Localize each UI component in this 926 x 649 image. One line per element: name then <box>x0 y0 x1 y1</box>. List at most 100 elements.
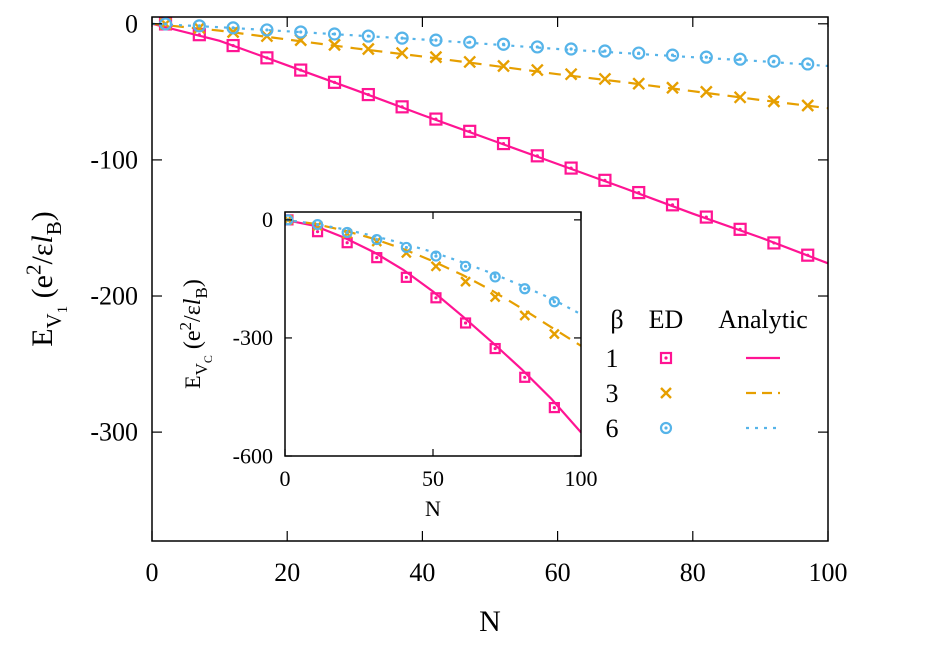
ed-point-beta-1-box <box>400 271 412 283</box>
inset-plot: 0 50 100 0 -300 -600 N EVC (e2/εlB) <box>176 207 598 521</box>
ed-point-beta-1-dot <box>231 43 235 48</box>
x-tick-label: 40 <box>409 558 435 587</box>
ylabel-close: ) <box>180 279 206 287</box>
ed-point-beta-1-dot <box>523 375 527 379</box>
ed-point-beta-3 <box>699 85 713 99</box>
ed-point-beta-6-dot <box>738 57 742 61</box>
ed-point-beta-6-dot <box>493 275 497 279</box>
ed-point-beta-6-dot <box>569 47 573 51</box>
ed-point-beta-1-dot <box>463 321 468 325</box>
ed-point-beta-1 <box>430 292 442 304</box>
ed-point-beta-6-ring <box>311 218 324 231</box>
ed-point-beta-1-box <box>767 236 781 250</box>
ed-point-beta-1-dot <box>637 190 641 195</box>
ed-point-beta-6-ring <box>226 21 240 35</box>
ed-point-beta-1 <box>459 317 472 329</box>
ed-point-beta-1 <box>341 237 353 249</box>
x-tick-label: 80 <box>680 558 706 587</box>
ed-point-beta-3 <box>429 50 443 64</box>
ed-point-beta-1-box <box>564 161 578 175</box>
ed-point-beta-1-box <box>632 185 646 200</box>
ed-point-beta-6 <box>260 23 274 37</box>
ed-point-beta-6-ring <box>699 50 713 64</box>
ylabel-sub: V <box>42 313 66 328</box>
ylabel-main: E <box>180 375 205 388</box>
ed-point-beta-6-dot <box>315 222 320 227</box>
legend-marker-beta-6-dot <box>664 426 668 430</box>
legend-label-beta-1: 1 <box>606 344 619 373</box>
ed-point-beta-6-dot <box>366 34 370 38</box>
ed-point-beta-6-dot <box>400 36 404 40</box>
ed-point-beta-6-ring <box>801 57 815 71</box>
ed-point-beta-1-dot <box>434 117 438 121</box>
ed-point-beta-1-box <box>530 149 544 163</box>
ed-point-beta-1-dot <box>366 92 370 97</box>
ed-point-beta-3 <box>632 77 646 91</box>
ed-point-beta-6-dot <box>404 245 408 250</box>
ed-point-beta-3 <box>733 90 747 104</box>
x-tick-label: 60 <box>545 558 571 587</box>
ed-point-beta-1 <box>429 112 443 126</box>
ed-point-beta-1-box <box>665 198 680 212</box>
ed-point-beta-6-dot <box>501 42 506 46</box>
ed-point-beta-6 <box>327 27 342 41</box>
ed-point-beta-6-ring <box>260 23 274 37</box>
ed-point-beta-6-dot <box>434 38 438 42</box>
ed-point-beta-1 <box>260 51 274 65</box>
ed-point-beta-1 <box>530 149 544 163</box>
ed-point-beta-1-box <box>489 342 501 355</box>
ed-point-beta-6-ring <box>285 214 294 226</box>
ed-point-beta-3 <box>801 99 815 112</box>
ed-point-beta-6 <box>733 52 747 66</box>
ed-point-beta-1-dot <box>197 33 201 37</box>
ed-point-beta-1-dot <box>468 129 472 133</box>
ed-point-beta-6-ring <box>665 48 680 62</box>
ed-point-beta-1-dot <box>501 141 506 146</box>
legend-marker-beta-6 <box>659 421 673 435</box>
ed-point-beta-1-dot <box>404 275 408 279</box>
ed-point-beta-1-dot <box>569 166 573 170</box>
ed-point-beta-1-dot <box>535 154 539 158</box>
ed-point-beta-6-dot <box>375 237 379 242</box>
legend-header-analytic: Analytic <box>718 305 808 334</box>
y-tick-label: 0 <box>262 207 273 232</box>
ed-point-beta-1 <box>361 87 375 102</box>
ed-point-beta-1-dot <box>265 56 269 60</box>
ed-point-beta-1 <box>632 185 646 200</box>
ed-point-beta-6 <box>294 25 308 39</box>
x-tick-label: 0 <box>146 558 159 587</box>
ed-point-beta-6-dot <box>299 30 303 34</box>
analytic-line-beta-3 <box>285 218 581 347</box>
x-tick-label: 100 <box>565 466 598 491</box>
x-tick-label: 100 <box>809 558 848 587</box>
ed-point-beta-6-dot <box>806 62 810 66</box>
ed-point-beta-6-ring <box>400 241 412 254</box>
ed-point-beta-1-dot <box>400 105 404 109</box>
ed-point-beta-1-box <box>260 51 274 65</box>
ed-point-beta-6 <box>429 33 443 47</box>
ed-point-beta-1-dot <box>704 215 708 219</box>
ed-point-beta-1-box <box>459 317 472 329</box>
ed-point-beta-3 <box>395 46 409 60</box>
ylabel-l: l <box>180 298 206 305</box>
ed-point-beta-6-ring <box>519 283 531 295</box>
ed-point-beta-3 <box>666 81 679 95</box>
ed-point-beta-1-dot <box>332 80 337 84</box>
ylabel-mid: /ε <box>26 244 59 265</box>
ed-point-beta-1-box <box>371 252 383 264</box>
ed-point-beta-3 <box>489 291 501 303</box>
ed-point-beta-1-dot <box>738 227 742 231</box>
analytic-line-beta-1 <box>285 218 581 434</box>
ed-point-beta-6-ring <box>489 271 501 283</box>
x-axis-title: N <box>425 496 441 521</box>
legend: β ED Analytic 1 3 6 <box>606 305 808 443</box>
ed-point-beta-6-ring <box>341 226 353 239</box>
ed-point-beta-1-dot <box>603 178 607 182</box>
ed-point-beta-6-ring <box>548 296 560 308</box>
analytic-line-beta-3 <box>152 22 828 110</box>
ed-point-beta-6-dot <box>163 22 168 26</box>
ed-point-beta-6-dot <box>332 32 337 36</box>
legend-header-beta: β <box>610 305 623 334</box>
ed-point-beta-6-ring <box>361 29 375 43</box>
